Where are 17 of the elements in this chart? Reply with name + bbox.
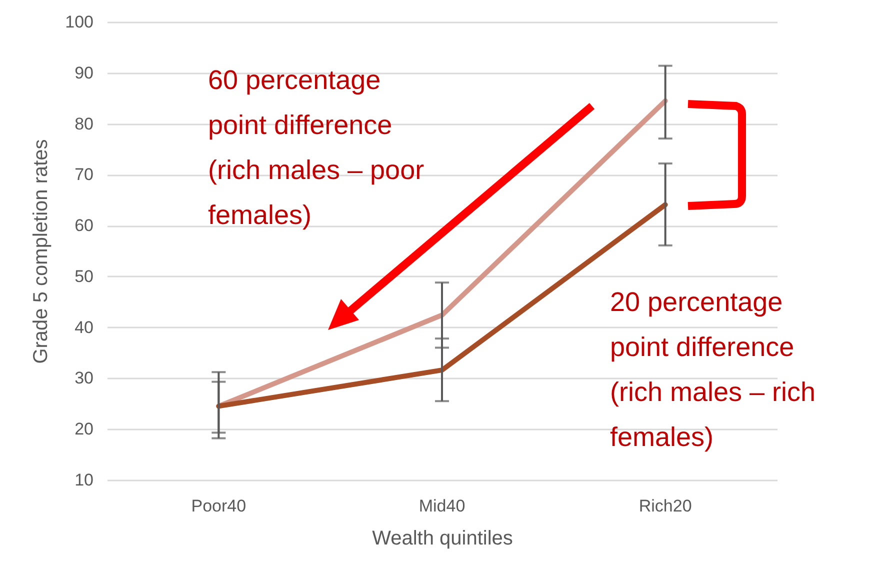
annotation: 60 percentage point difference (rich males – poor females) [208, 64, 426, 232]
x-tick-label: Mid40 [418, 496, 466, 516]
y-tick-label: 40 [74, 318, 94, 337]
annotation: 20 percentage point difference (rich males – rich females) [610, 286, 817, 454]
x-tick-label: Poor40 [191, 496, 246, 516]
y-tick-label: 70 [74, 165, 94, 184]
y-tick-label: 50 [74, 266, 94, 286]
y-tick-label: 100 [65, 12, 94, 32]
x-tick-label: Rich20 [638, 496, 692, 516]
y-tick-label: 10 [74, 470, 94, 490]
y-tick-label: 30 [74, 368, 94, 388]
y-tick-label: 80 [74, 114, 94, 134]
y-tick-label: 60 [74, 216, 94, 236]
y-axis-title: Grade 5 completion rates [30, 139, 52, 364]
y-tick-label: 20 [74, 420, 94, 439]
x-axis-title: Wealth quintiles [372, 528, 513, 550]
y-tick-label: 90 [74, 63, 94, 82]
